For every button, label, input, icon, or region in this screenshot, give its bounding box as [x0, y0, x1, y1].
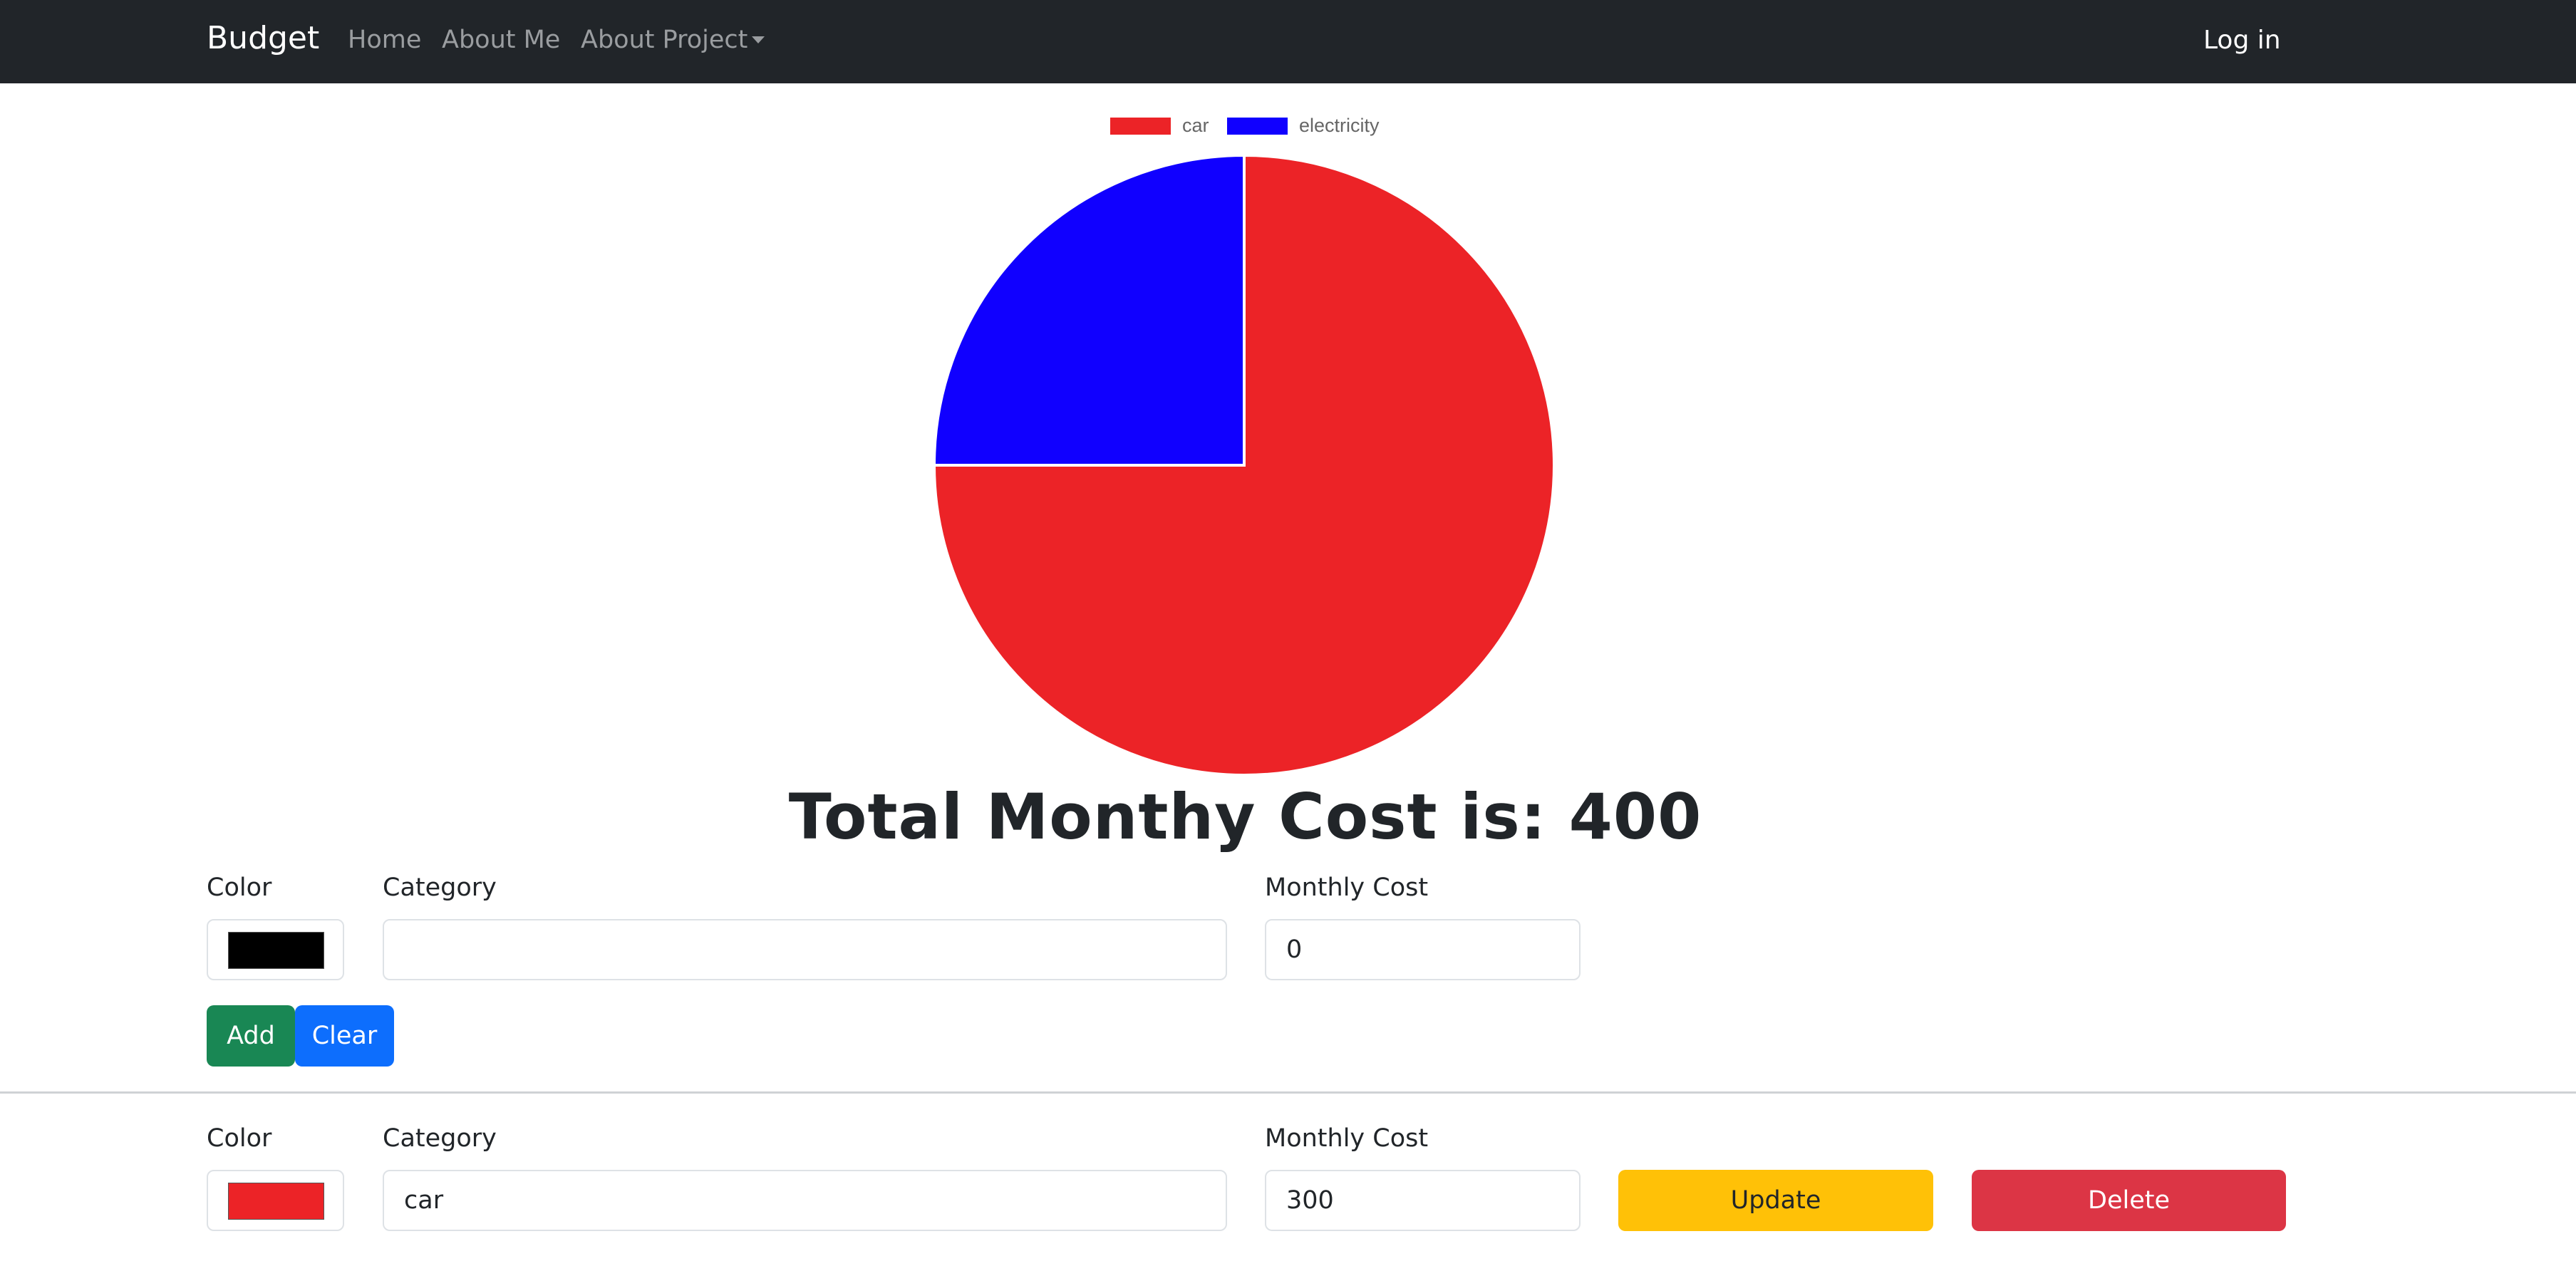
nav-home-link[interactable]: Home: [348, 26, 422, 54]
new-category-label: Category: [383, 873, 497, 902]
update-button[interactable]: Update: [1618, 1170, 1933, 1231]
legend-swatch-electricity[interactable]: [1227, 118, 1288, 135]
item-color-picker[interactable]: [207, 1170, 344, 1231]
brand-link[interactable]: Budget: [207, 20, 320, 56]
clear-button[interactable]: Clear: [295, 1005, 394, 1067]
add-button[interactable]: Add: [207, 1005, 295, 1067]
new-color-swatch: [228, 932, 324, 969]
new-cost-input[interactable]: [1265, 919, 1581, 980]
delete-button[interactable]: Delete: [1972, 1170, 2286, 1231]
new-category-input[interactable]: [383, 919, 1227, 980]
nav-about-me-link[interactable]: About Me: [442, 26, 561, 54]
item-category-input[interactable]: [383, 1170, 1227, 1231]
divider: [0, 1091, 2576, 1094]
total-cost-heading: Total Monthy Cost is: 400: [788, 780, 1702, 853]
nav-about-project-dropdown[interactable]: About Project: [581, 26, 765, 54]
navbar: Budget Home About Me About Project Log i…: [0, 0, 2576, 83]
new-color-picker[interactable]: [207, 919, 344, 980]
item-color-label: Color: [207, 1124, 272, 1153]
pie-chart: car electricity: [932, 115, 1556, 777]
item-color-swatch: [228, 1183, 324, 1220]
pie-slice-electricity[interactable]: [932, 153, 1246, 467]
chart-legend: car electricity: [1110, 115, 1380, 136]
legend-swatch-car[interactable]: [1110, 118, 1171, 135]
legend-label-electricity[interactable]: electricity: [1299, 115, 1380, 136]
new-color-label: Color: [207, 873, 272, 902]
item-cost-input[interactable]: [1265, 1170, 1581, 1231]
item-category-label: Category: [383, 1124, 497, 1153]
item-cost-label: Monthly Cost: [1265, 1124, 1429, 1153]
chevron-down-icon: [752, 36, 765, 43]
legend-label-car[interactable]: car: [1182, 115, 1209, 136]
chart-slices: [932, 153, 1556, 777]
login-link[interactable]: Log in: [2203, 26, 2281, 55]
pie-slice-car[interactable]: [932, 153, 1556, 777]
new-cost-label: Monthly Cost: [1265, 873, 1429, 902]
nav-about-project-label: About Project: [581, 26, 748, 54]
